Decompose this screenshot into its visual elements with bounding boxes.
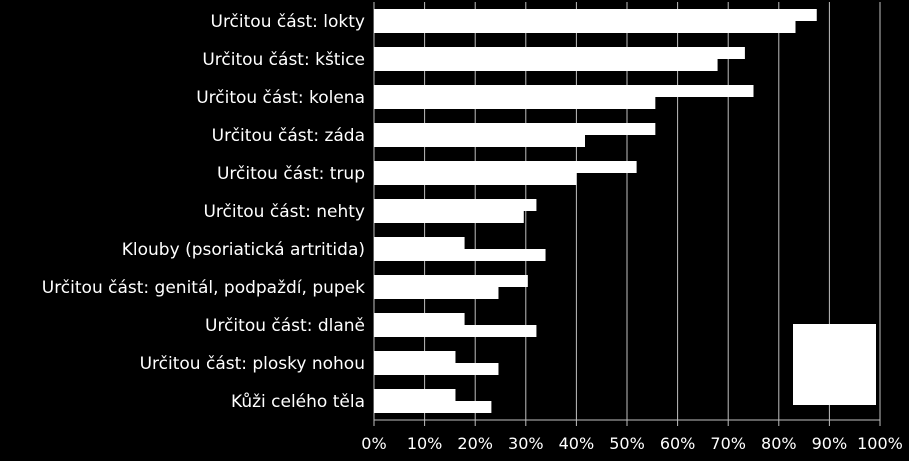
bar: [374, 249, 546, 261]
category-label: Určitou část: dlaně: [205, 316, 365, 336]
bar: [374, 135, 586, 147]
x-tick-label: 100%: [857, 434, 903, 453]
x-tick-label: 70%: [710, 434, 746, 453]
bar: [374, 59, 718, 71]
category-label: Určitou část: záda: [212, 126, 365, 146]
bar: [374, 363, 499, 375]
x-tick-label: 90%: [812, 434, 848, 453]
bar: [374, 9, 817, 21]
x-tick-label: 20%: [457, 434, 493, 453]
category-labels: Určitou část: lokty Určitou část: kštice U…: [42, 12, 365, 412]
bar: [374, 199, 537, 211]
category-label: Určitou část: plosky nohou: [140, 354, 365, 374]
bar: [374, 47, 745, 59]
category-label: Určitou část: trup: [217, 164, 365, 184]
category-label: Určitou část: genitál, podpaždí, pupek: [42, 278, 365, 298]
bar: [374, 275, 528, 287]
bar: [374, 401, 492, 413]
bar: [374, 85, 754, 97]
bar: [374, 97, 656, 109]
x-tick-label: 50%: [609, 434, 645, 453]
x-tick-label: 60%: [660, 434, 696, 453]
bar-layer: [374, 9, 817, 413]
legend-box: [793, 324, 876, 405]
x-tick-label: 40%: [559, 434, 595, 453]
category-label: Klouby (psoriatická artritida): [122, 240, 365, 260]
bar: [374, 123, 656, 135]
category-label: Určitou část: kštice: [202, 50, 365, 70]
category-label: Kůži celého těla: [231, 392, 365, 412]
x-tick-label: 0%: [361, 434, 386, 453]
category-label: Určitou část: nehty: [203, 202, 365, 222]
bar: [374, 325, 537, 337]
bar: [374, 211, 524, 223]
bar: [374, 237, 465, 249]
x-tick-labels: 0% 10% 20% 30% 40% 50% 60% 70% 80% 90% 100%: [361, 434, 903, 453]
bar: [374, 351, 456, 363]
bar: [374, 287, 499, 299]
x-tick-label: 80%: [761, 434, 797, 453]
x-tick-label: 30%: [508, 434, 544, 453]
x-tick-label: 10%: [407, 434, 443, 453]
bar: [374, 173, 577, 185]
bar: [374, 21, 796, 33]
bar: [374, 389, 456, 401]
category-label: Určitou část: lokty: [211, 12, 366, 32]
category-label: Určitou část: kolena: [196, 88, 365, 108]
bar: [374, 313, 465, 325]
bar: [374, 161, 637, 173]
